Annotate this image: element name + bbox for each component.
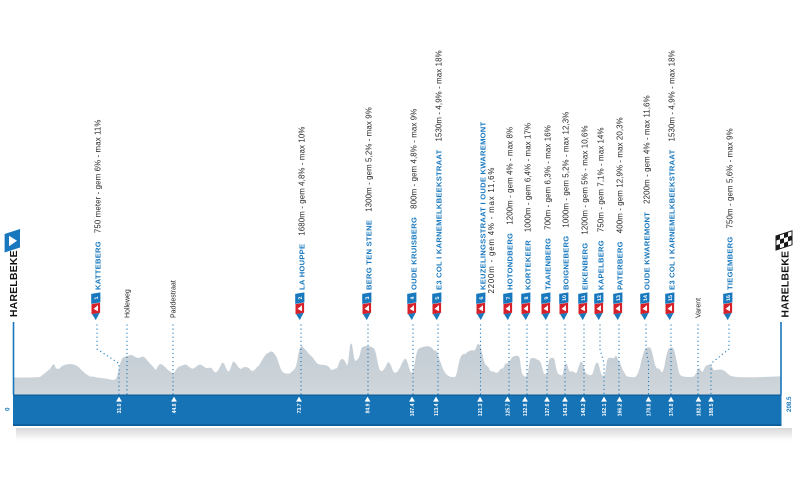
svg-text:KATTEBERG750 meter - gem 6%: KATTEBERG750 meter - gem 6% - max 11%: [93, 119, 102, 290]
svg-text:170.8: 170.8: [646, 403, 652, 416]
svg-text:132.8: 132.8: [523, 403, 529, 416]
svg-text:15: 15: [668, 295, 674, 302]
svg-text:HARELBEKE: HARELBEKE: [781, 251, 792, 318]
svg-text:16: 16: [726, 295, 732, 302]
svg-text:166.2: 166.2: [617, 403, 623, 416]
svg-text:10: 10: [562, 295, 568, 302]
svg-text:84.9: 84.9: [365, 403, 371, 413]
svg-text:0: 0: [4, 407, 11, 411]
svg-text:113.4: 113.4: [434, 403, 440, 416]
svg-text:KEUZELINGSSTRAAT I OUDE KWAREM: KEUZELINGSSTRAAT I OUDE KWAREMONT: [478, 121, 487, 290]
svg-text:11: 11: [581, 295, 587, 302]
svg-text:31.0: 31.0: [117, 403, 123, 413]
svg-text:12: 12: [597, 295, 603, 302]
svg-text:107.4: 107.4: [410, 403, 416, 416]
svg-text:1: 1: [94, 296, 100, 300]
svg-text:HOTONDBERG1200m - gem 4% - m: HOTONDBERG1200m - gem 4% - max 8%: [505, 127, 514, 290]
svg-text:148.2: 148.2: [581, 403, 587, 416]
svg-text:2: 2: [298, 296, 304, 300]
svg-text:208.5: 208.5: [786, 396, 793, 412]
svg-text:5: 5: [435, 296, 441, 300]
svg-text:137.6: 137.6: [545, 403, 551, 416]
svg-text:E3 COL I KARNEMELKBEEKSTRAAT15: E3 COL I KARNEMELKBEEKSTRAAT1530m - 4,9%…: [667, 50, 676, 290]
svg-text:BERG TEN STENE1300m - gem 5,: BERG TEN STENE1300m - gem 5,2% - max 9%: [364, 107, 373, 290]
svg-text:176.8: 176.8: [669, 403, 675, 416]
svg-text:2200m - gem 4% - max 11,6%: 2200m - gem 4% - max 11,6%: [487, 168, 496, 294]
svg-text:4: 4: [410, 296, 416, 300]
svg-text:44.8: 44.8: [172, 403, 178, 413]
svg-text:OUDE KRUISBERG800m - gem 4,8: OUDE KRUISBERG800m - gem 4,8% - max 9%: [409, 109, 418, 290]
svg-text:9: 9: [544, 296, 550, 300]
svg-text:188.5: 188.5: [709, 403, 715, 416]
svg-text:14: 14: [643, 295, 649, 302]
svg-text:6: 6: [479, 296, 485, 300]
svg-text:KORTEKEER1000m - gem 6,4% -: KORTEKEER1000m - gem 6,4% - max 17%: [523, 123, 532, 290]
svg-text:3: 3: [365, 296, 371, 300]
svg-text:Holleweg: Holleweg: [125, 289, 132, 318]
svg-text:7: 7: [506, 296, 512, 300]
svg-text:121.3: 121.3: [478, 403, 484, 416]
svg-text:73.7: 73.7: [297, 403, 303, 413]
svg-text:EIKENBERG1200m - gem 5% - ma: EIKENBERG1200m - gem 5% - max 10,6%: [580, 125, 589, 290]
svg-text:TAAIENBERG700m - gem 6,3% -: TAAIENBERG700m - gem 6,3% - max 16%: [543, 125, 552, 290]
svg-text:PATERBERG400m - gem 12,9% -: PATERBERG400m - gem 12,9% - max 20,3%: [615, 117, 624, 290]
svg-text:Paddestraat: Paddestraat: [171, 280, 178, 318]
svg-text:Varent: Varent: [696, 298, 703, 318]
svg-text:OUDE KWAREMONT2200m - gem 4%: OUDE KWAREMONT2200m - gem 4% - max 11,6%: [642, 95, 651, 290]
svg-text:HARELBEKE: HARELBEKE: [9, 250, 20, 317]
svg-text:162.1: 162.1: [602, 403, 608, 416]
svg-text:KAPELBERG750m - gem 7,1% - m: KAPELBERG750m - gem 7,1% - max 14%: [596, 127, 605, 290]
svg-text:TIEGEMBERG750m - gem 5,6% -: TIEGEMBERG750m - gem 5,6% - max 9%: [725, 128, 734, 290]
svg-text:BOIGNEBERG1000m - gem 5,2% -: BOIGNEBERG1000m - gem 5,2% - max 12,3%: [561, 112, 570, 290]
svg-text:LA HOUPPE1680m - gem 4,8% -: LA HOUPPE1680m - gem 4,8% - max 10%: [297, 127, 306, 290]
svg-text:125.7: 125.7: [505, 403, 511, 416]
svg-text:13: 13: [616, 295, 622, 302]
svg-text:182.0: 182.0: [696, 403, 702, 416]
svg-text:143.8: 143.8: [563, 403, 569, 416]
svg-text:8: 8: [524, 296, 530, 300]
svg-text:E3 COL I KARNEMELKBEEKSTRAAT15: E3 COL I KARNEMELKBEEKSTRAAT1530m - 4,9%…: [434, 50, 443, 290]
